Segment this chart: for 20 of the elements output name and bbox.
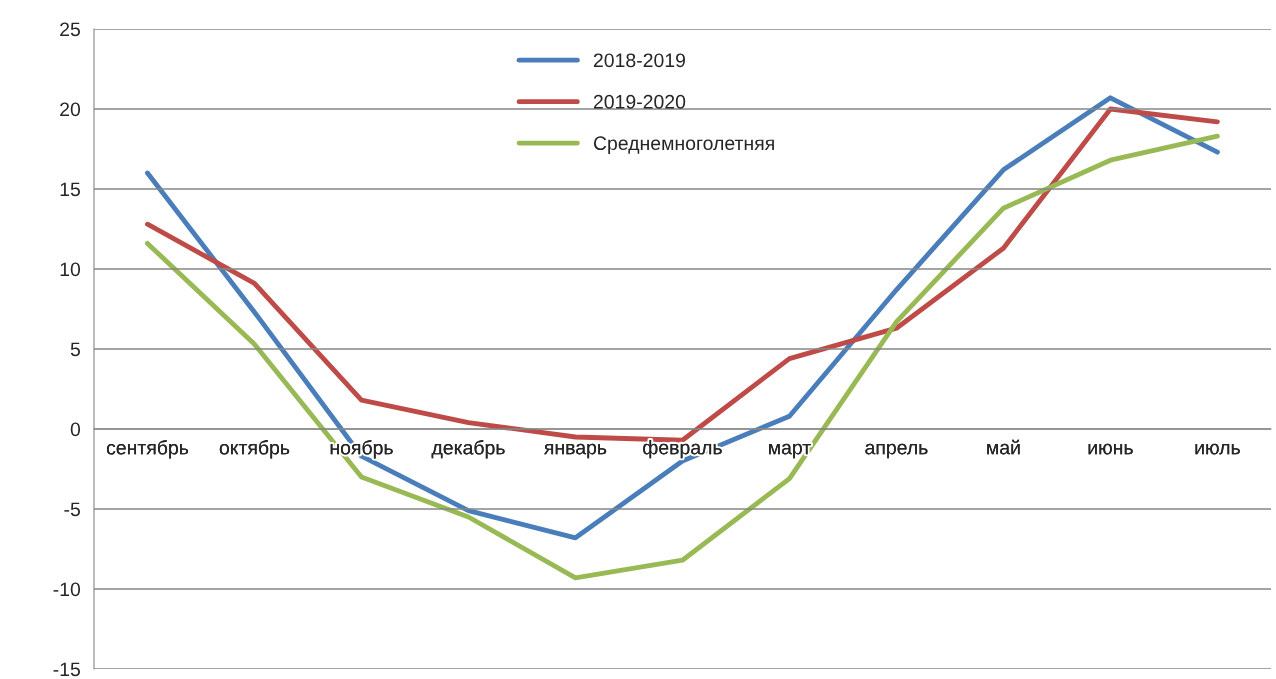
x-tick-label: декабрь [431, 440, 505, 459]
y-tick-label: 10 [60, 262, 81, 277]
x-tick-label: сентябрь [106, 440, 189, 459]
y-tick-label: 20 [60, 102, 81, 117]
y-tick-label: -5 [64, 502, 80, 517]
y-tick-label: 25 [60, 22, 80, 37]
y-tick-label: -15 [53, 662, 80, 677]
x-tick-label: октябрь [219, 440, 290, 459]
x-tick-label: апрель [865, 443, 928, 459]
x-tick-label: июнь [1088, 443, 1133, 455]
y-tick-label: 5 [70, 342, 80, 357]
legend-label: 2018-2019 [593, 53, 686, 68]
x-tick-label: май [987, 439, 1020, 455]
x-tick-label: январь [544, 443, 607, 459]
y-tick-label: 0 [70, 422, 81, 437]
legend-label: 2019-2020 [593, 94, 686, 109]
y-tick-label: -10 [53, 582, 81, 597]
legend-label: Среднемноголетняя [593, 136, 774, 154]
x-tick-label: июль [1195, 443, 1240, 455]
y-tick-label: 15 [60, 182, 80, 197]
